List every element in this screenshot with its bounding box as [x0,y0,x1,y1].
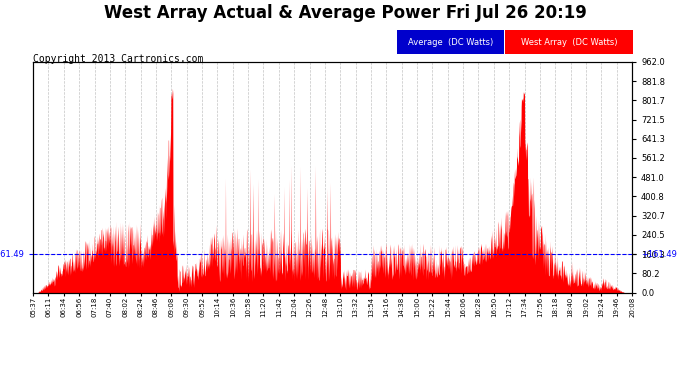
Text: Average  (DC Watts): Average (DC Watts) [408,38,493,47]
Text: West Array  (DC Watts): West Array (DC Watts) [521,38,617,47]
Text: West Array Actual & Average Power Fri Jul 26 20:19: West Array Actual & Average Power Fri Ju… [104,4,586,22]
Text: Copyright 2013 Cartronics.com: Copyright 2013 Cartronics.com [33,54,204,64]
